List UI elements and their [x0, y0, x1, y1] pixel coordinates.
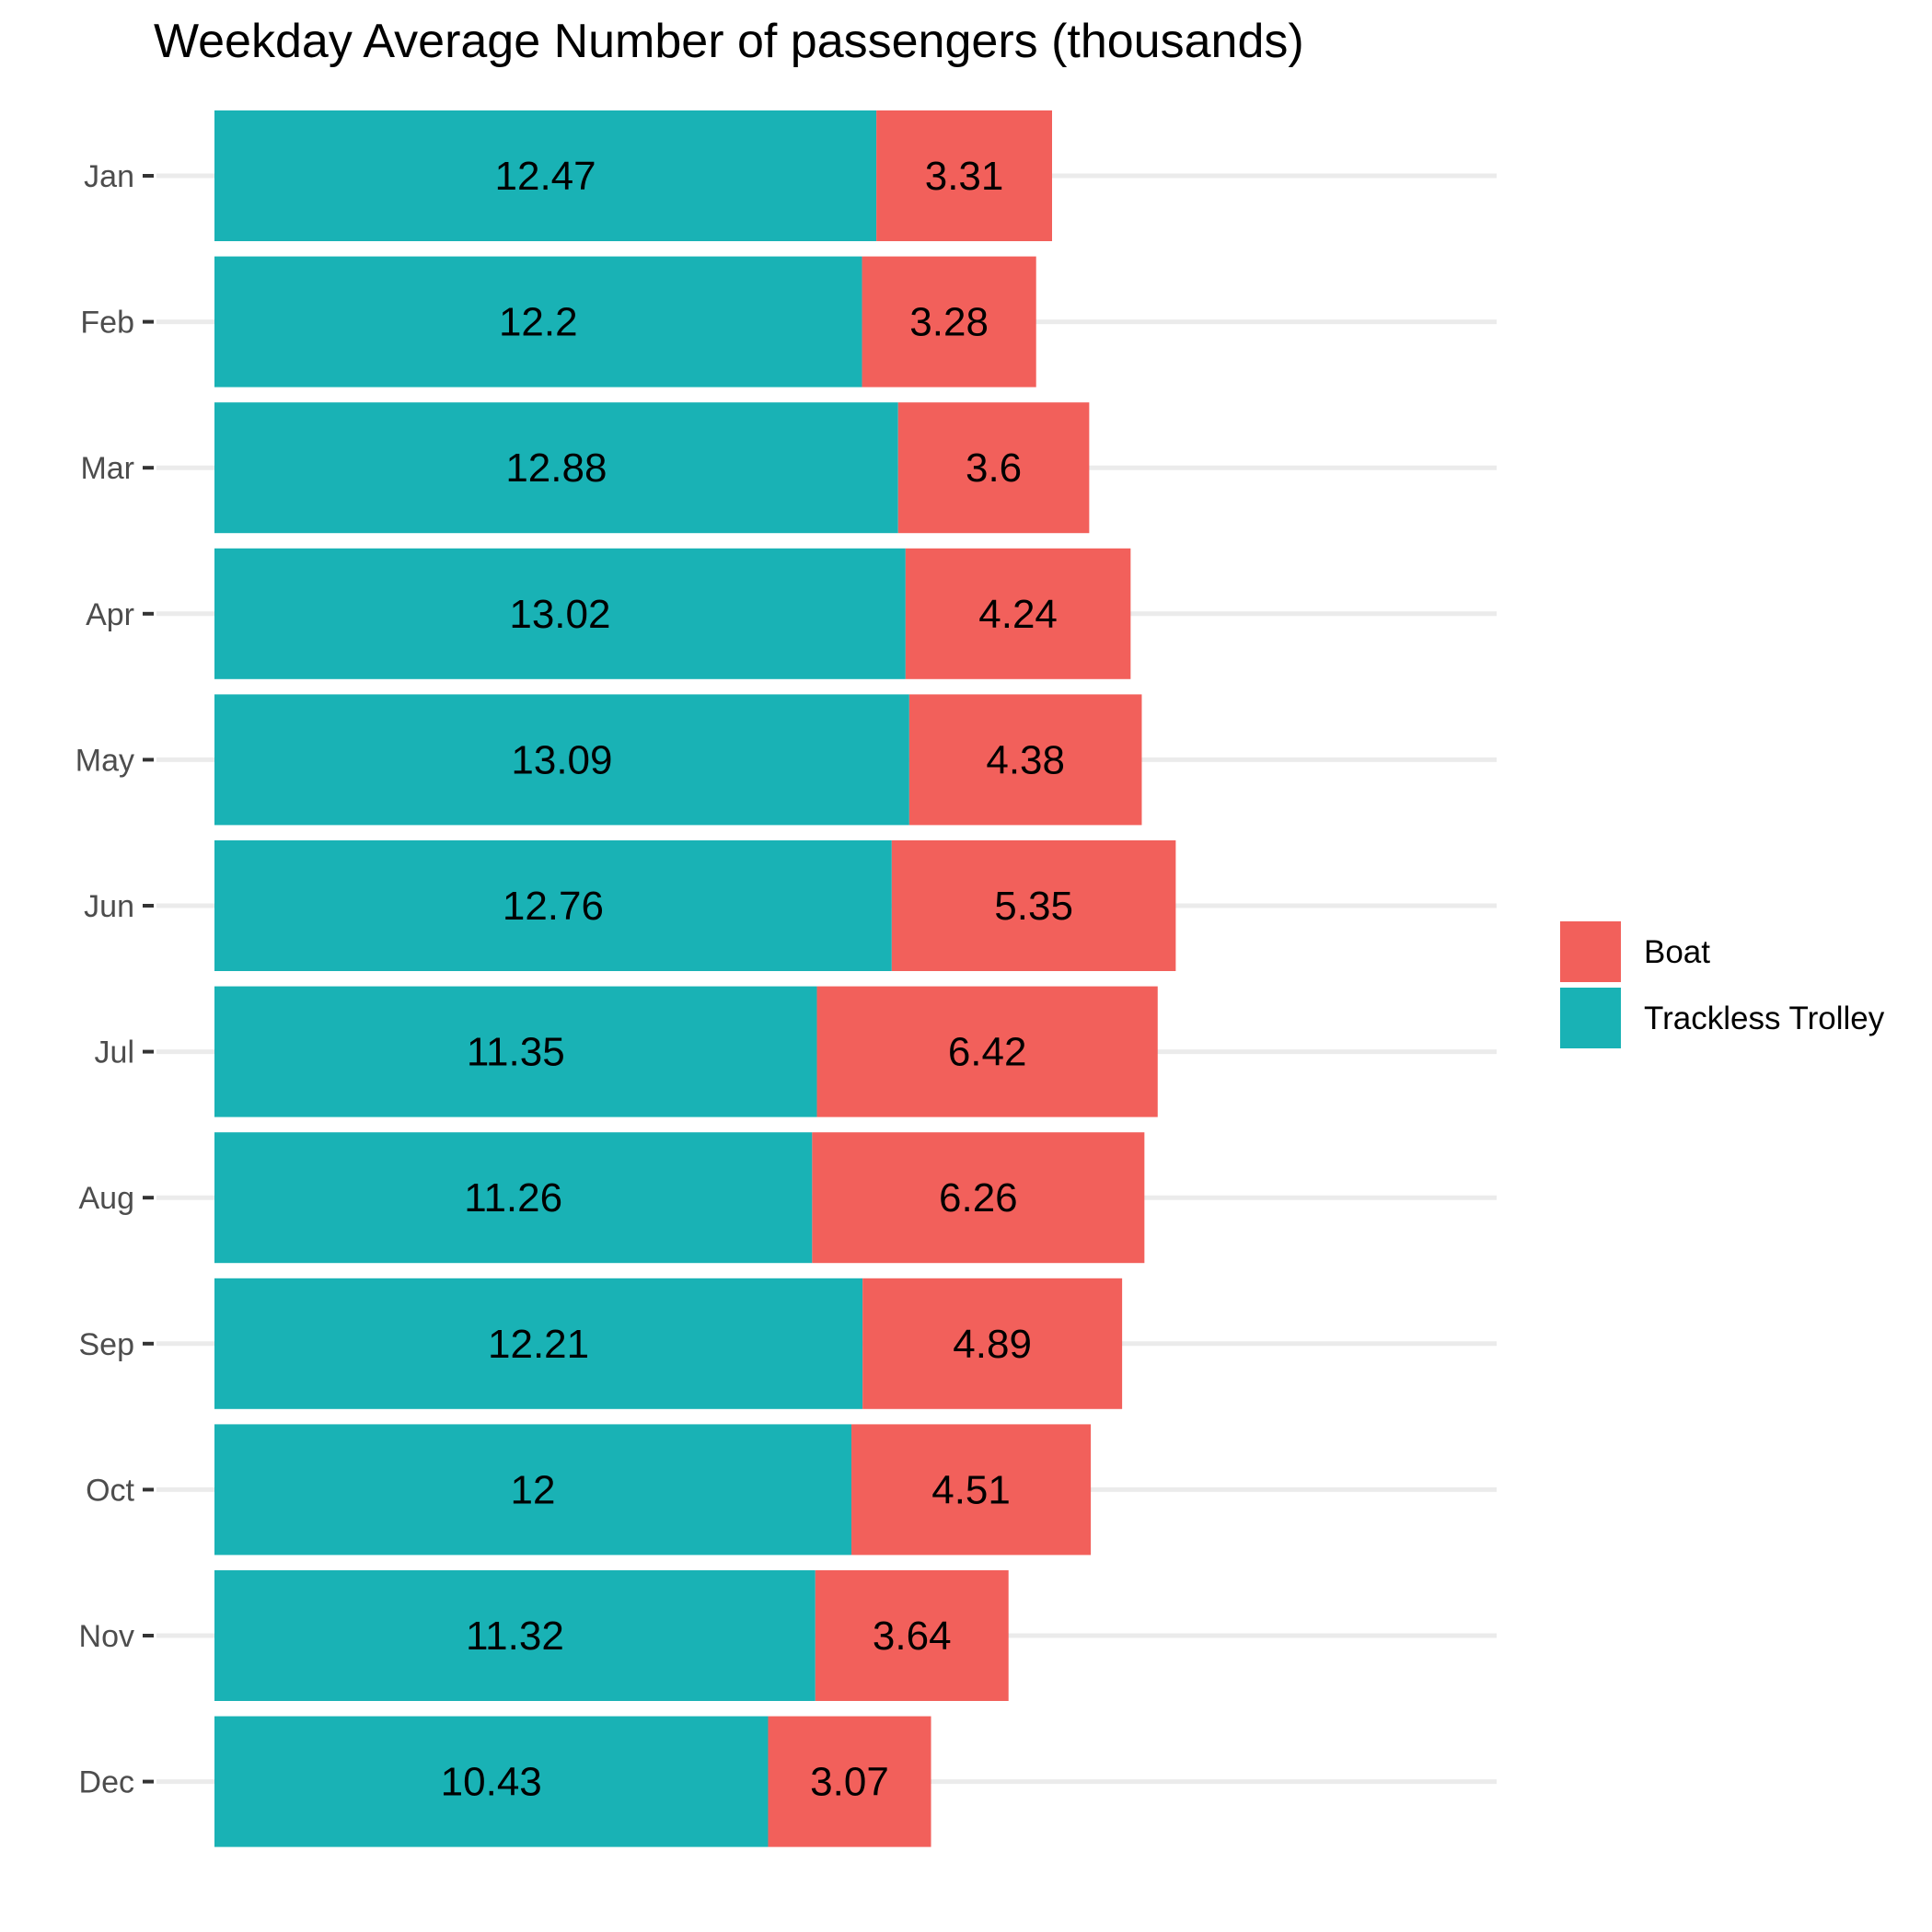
- bar-trackless-trolley: [214, 694, 909, 826]
- data-label: 5.35: [994, 884, 1073, 929]
- bar-boat: [862, 1278, 1123, 1409]
- bar-boat: [891, 840, 1176, 971]
- data-label: 4.51: [931, 1467, 1011, 1512]
- legend-swatch: [1560, 921, 1621, 982]
- data-label: 12.76: [503, 884, 604, 929]
- data-label: 4.38: [986, 737, 1065, 782]
- y-tick-label: Oct: [86, 1473, 134, 1508]
- bar-boat: [816, 986, 1158, 1117]
- y-tick-label: Dec: [79, 1765, 134, 1800]
- bar-trackless-trolley: [214, 986, 817, 1117]
- data-label: 4.24: [978, 592, 1058, 637]
- bar-trackless-trolley: [214, 256, 862, 388]
- y-tick-label: Nov: [79, 1619, 134, 1654]
- data-label: 3.28: [909, 300, 989, 345]
- data-label: 3.07: [810, 1760, 889, 1805]
- legend-label: Boat: [1644, 934, 1710, 970]
- bar-trackless-trolley: [214, 110, 877, 241]
- bar-boat: [815, 1570, 1009, 1701]
- bar-boat: [876, 110, 1052, 241]
- legend-label: Trackless Trolley: [1644, 1001, 1885, 1036]
- data-label: 12.2: [499, 300, 578, 345]
- bar-trackless-trolley: [214, 1570, 816, 1701]
- bar-boat: [905, 548, 1131, 679]
- y-tick-label: Feb: [80, 306, 134, 341]
- bar-boat: [908, 694, 1142, 826]
- data-label: 6.26: [939, 1175, 1018, 1221]
- bar-trackless-trolley: [214, 1424, 852, 1556]
- y-tick-label: Sep: [79, 1327, 135, 1362]
- data-label: 11.35: [467, 1030, 565, 1075]
- bars: [214, 110, 1176, 1847]
- y-tick-label: Mar: [80, 451, 134, 486]
- bar-trackless-trolley: [214, 1716, 769, 1847]
- y-tick-label: Jan: [84, 159, 134, 194]
- bar-trackless-trolley: [214, 840, 892, 971]
- bar-boat: [897, 402, 1090, 534]
- data-label: 6.42: [948, 1030, 1027, 1075]
- y-axis: Jan Feb Mar Apr May Jun Jul Aug Sep Oct Nov Dec: [75, 159, 154, 1800]
- bar-boat: [862, 256, 1036, 388]
- data-label: 3.64: [873, 1614, 952, 1659]
- bar-trackless-trolley: [214, 1278, 863, 1409]
- data-label: 4.89: [953, 1322, 1032, 1367]
- bar-trackless-trolley: [214, 402, 898, 534]
- data-label: 12.21: [488, 1322, 589, 1367]
- data-label: 12.47: [495, 154, 596, 199]
- data-label: 13.09: [511, 737, 612, 782]
- y-tick-label: Jul: [95, 1035, 134, 1070]
- y-tick-label: Apr: [86, 597, 134, 632]
- data-labels: 12.47 3.31 12.2 3.28 12.88 3.6 13.02 4.24 13.09 4…: [441, 154, 1073, 1805]
- data-label: 3.31: [925, 154, 1004, 199]
- data-label: 10.43: [441, 1760, 542, 1805]
- bar-trackless-trolley: [214, 548, 906, 679]
- bar-boat: [812, 1132, 1145, 1264]
- bar-boat: [851, 1424, 1092, 1556]
- data-label: 13.02: [509, 592, 610, 637]
- y-tick-label: Aug: [79, 1181, 135, 1216]
- data-label: 11.26: [464, 1175, 562, 1221]
- bar-boat: [768, 1716, 931, 1847]
- data-label: 3.6: [966, 445, 1022, 491]
- data-label: 12: [511, 1467, 556, 1512]
- legend-swatch: [1560, 988, 1621, 1048]
- bar-trackless-trolley: [214, 1132, 813, 1264]
- y-tick-label: Jun: [84, 889, 134, 924]
- legend: Boat Trackless Trolley: [1560, 921, 1885, 1048]
- y-tick-label: May: [75, 743, 134, 778]
- data-label: 11.32: [466, 1614, 564, 1659]
- data-label: 12.88: [505, 445, 607, 491]
- chart-title: Weekday Average Number of passengers (th…: [154, 15, 1304, 68]
